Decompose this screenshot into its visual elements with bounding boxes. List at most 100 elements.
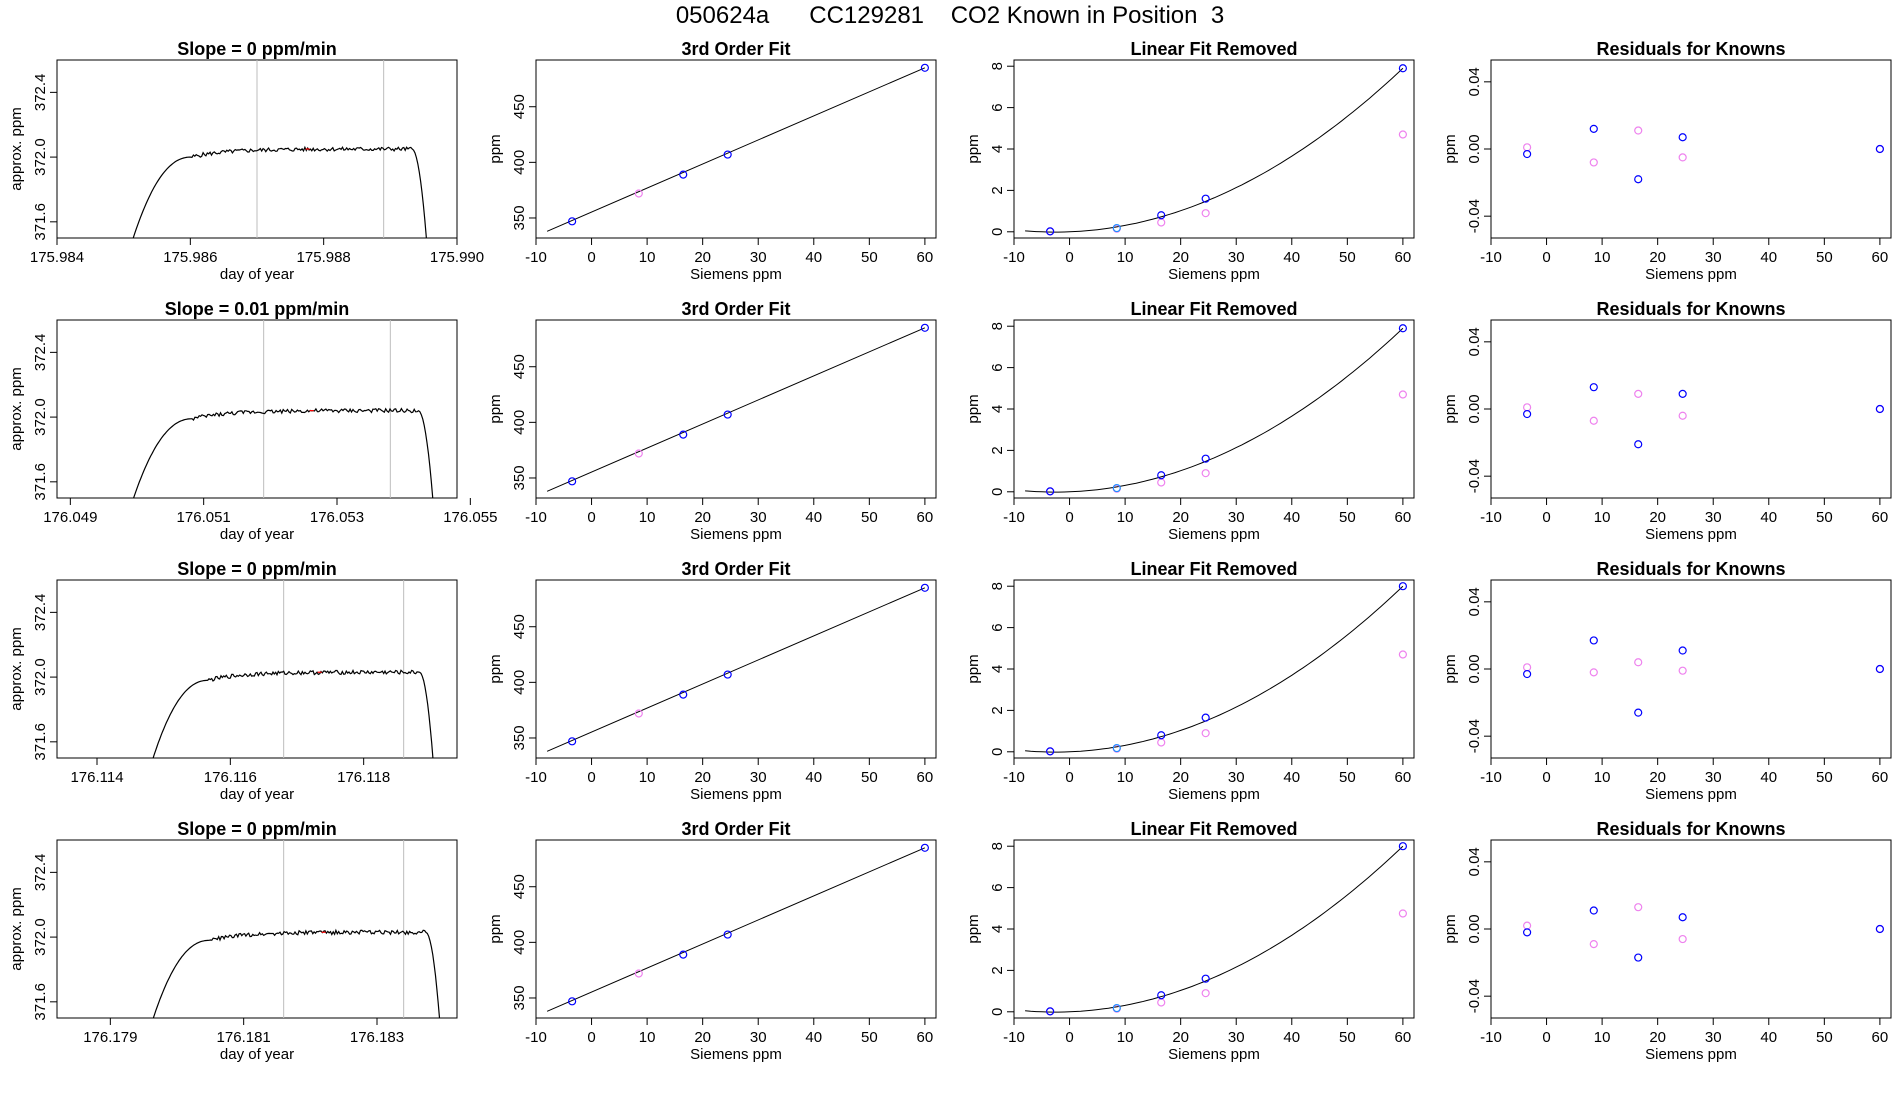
- y-tick-label: 8: [989, 62, 1006, 70]
- y-axis-label: ppm: [965, 394, 982, 423]
- plot-area: [1523, 124, 1884, 184]
- magenta-point: [1523, 143, 1532, 152]
- y-tick-label: 372.0: [32, 398, 49, 436]
- x-tick-label: 10: [639, 1029, 656, 1046]
- y-tick-label: 0.00: [1466, 394, 1483, 423]
- concentration-trace: [132, 407, 434, 498]
- panel-title: Linear Fit Removed: [1130, 819, 1297, 839]
- x-axis-label: day of year: [220, 266, 294, 283]
- blue-point: [1201, 974, 1210, 983]
- x-axis-label: Siemens ppm: [1645, 526, 1737, 543]
- y-tick-label: -0.04: [1466, 459, 1483, 493]
- data-point: [723, 150, 732, 159]
- x-tick-label: 175.984: [30, 249, 84, 266]
- blue-point: [1678, 913, 1687, 922]
- magenta-point: [1523, 663, 1532, 672]
- plot-frame: [1490, 319, 1892, 499]
- x-tick-label: 20: [1172, 249, 1189, 266]
- data-point: [920, 843, 929, 852]
- panel-title: Slope = 0 ppm/min: [177, 819, 337, 839]
- x-tick-label: 40: [1760, 249, 1777, 266]
- magenta-point: [1157, 218, 1166, 227]
- magenta-point: [1634, 126, 1643, 135]
- x-tick-label: 40: [1283, 769, 1300, 786]
- x-tick-label: 20: [694, 249, 711, 266]
- data-point: [723, 410, 732, 419]
- x-tick-label: 30: [750, 769, 767, 786]
- x-tick-label: 20: [694, 509, 711, 526]
- x-tick-label: 10: [639, 509, 656, 526]
- plot-frame: [1013, 839, 1415, 1019]
- y-tick-label: -0.04: [1466, 719, 1483, 753]
- panel-title: Slope = 0 ppm/min: [177, 39, 337, 59]
- y-tick-label: 2: [989, 186, 1006, 194]
- panel-2-2: 3rd Order Fit -10 0 10 20 30 40 50 60 Siemens ppm…: [487, 299, 937, 543]
- x-axis-label: Siemens ppm: [690, 266, 782, 283]
- x-tick-label: 175.990: [430, 249, 484, 266]
- x-tick-label: 30: [1705, 769, 1722, 786]
- y-tick-label: 371.6: [32, 203, 49, 241]
- blue-point: [1634, 708, 1643, 717]
- y-tick-label: 0: [989, 228, 1006, 236]
- x-tick-label: 20: [1649, 249, 1666, 266]
- y-tick-label: 372.0: [32, 138, 49, 176]
- blue-point: [1875, 404, 1884, 414]
- x-tick-label: 30: [1705, 249, 1722, 266]
- x-tick-label: 40: [805, 249, 822, 266]
- y-tick-label: 2: [989, 706, 1006, 714]
- plot-frame: [1013, 579, 1415, 759]
- panel-title: Linear Fit Removed: [1130, 39, 1297, 59]
- plot-area: [1025, 324, 1407, 496]
- x-tick-label: 40: [1283, 1029, 1300, 1046]
- plot-area: [132, 320, 434, 498]
- x-tick-label: 40: [805, 769, 822, 786]
- x-tick-label: 0: [1065, 249, 1073, 266]
- x-tick-label: 50: [1816, 1029, 1833, 1046]
- data-point: [920, 323, 929, 332]
- x-tick-label: 176.053: [310, 509, 364, 526]
- x-tick-label: 60: [1872, 249, 1889, 266]
- y-axis-label: ppm: [487, 394, 504, 423]
- y-tick-label: 371.6: [32, 983, 49, 1021]
- x-tick-label: -10: [525, 1029, 547, 1046]
- x-tick-label: 10: [1117, 509, 1134, 526]
- y-tick-label: 0.00: [1466, 134, 1483, 163]
- panel-title: 3rd Order Fit: [681, 819, 790, 839]
- blue-point: [1157, 991, 1166, 1000]
- blue-point: [1523, 928, 1532, 937]
- x-tick-label: 60: [917, 1029, 934, 1046]
- plot-frame: [535, 839, 937, 1019]
- panel-1-1: Slope = 0 ppm/min 175.984 175.986 175.988 17…: [8, 39, 484, 283]
- x-tick-label: 176.114: [70, 769, 123, 786]
- magenta-point: [1634, 903, 1643, 912]
- x-tick-label: 0: [1065, 509, 1073, 526]
- panel-title: Residuals for Knowns: [1596, 39, 1785, 59]
- y-axis-label: approx. ppm: [8, 107, 25, 190]
- magenta-point: [1678, 934, 1687, 944]
- plot-area: [132, 60, 427, 238]
- y-tick-label: 372.0: [32, 918, 49, 956]
- y-tick-label: 372.4: [32, 854, 49, 892]
- y-tick-label: 4: [989, 405, 1006, 413]
- y-tick-label: 0: [989, 488, 1006, 496]
- panel-4-4: Residuals for Knowns -10 0 10 20 30 40 50 60 Siem…: [1442, 819, 1892, 1063]
- x-tick-label: 20: [1172, 509, 1189, 526]
- concentration-trace: [152, 928, 441, 1018]
- y-axis-label: approx. ppm: [8, 367, 25, 450]
- y-axis-label: ppm: [965, 134, 982, 163]
- x-tick-label: 10: [639, 769, 656, 786]
- data-point: [568, 477, 577, 486]
- magenta-point: [1201, 209, 1210, 218]
- magenta-point: [1157, 998, 1166, 1007]
- y-tick-label: 450: [511, 354, 528, 379]
- x-tick-label: 30: [1228, 509, 1245, 526]
- blue-point: [1398, 582, 1407, 591]
- y-tick-label: 2: [989, 966, 1006, 974]
- x-tick-label: 10: [1594, 249, 1611, 266]
- y-tick-label: 8: [989, 582, 1006, 590]
- x-tick-label: 20: [1649, 769, 1666, 786]
- x-tick-label: 30: [1228, 769, 1245, 786]
- y-axis-label: ppm: [487, 914, 504, 943]
- magenta-point: [1634, 389, 1643, 398]
- x-tick-label: 50: [1339, 249, 1356, 266]
